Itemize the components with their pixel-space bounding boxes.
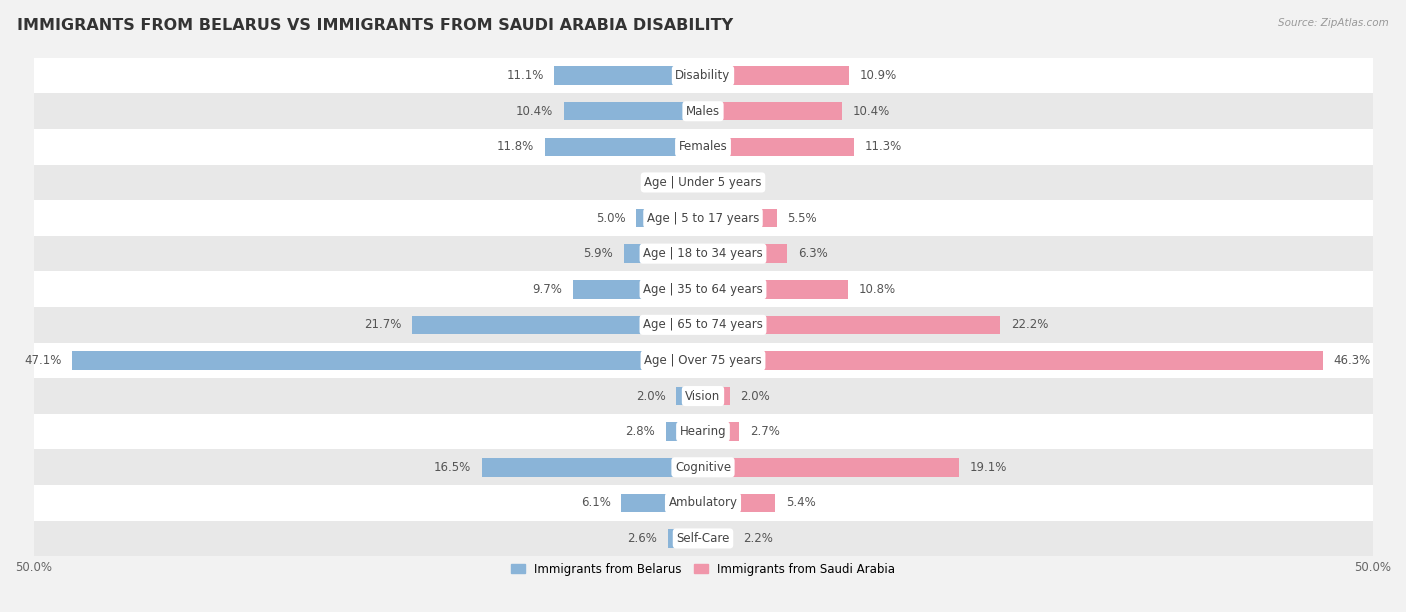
Text: Ambulatory: Ambulatory	[668, 496, 738, 509]
Bar	[34, 343, 1372, 378]
Text: Age | 5 to 17 years: Age | 5 to 17 years	[647, 212, 759, 225]
Text: 5.0%: 5.0%	[596, 212, 626, 225]
Text: 10.8%: 10.8%	[858, 283, 896, 296]
Bar	[34, 307, 1372, 343]
Legend: Immigrants from Belarus, Immigrants from Saudi Arabia: Immigrants from Belarus, Immigrants from…	[506, 558, 900, 580]
Text: 2.2%: 2.2%	[744, 532, 773, 545]
Text: Hearing: Hearing	[679, 425, 727, 438]
Bar	[703, 316, 1000, 334]
Bar	[621, 494, 703, 512]
Bar	[668, 529, 703, 548]
Text: 9.7%: 9.7%	[533, 283, 562, 296]
Bar	[703, 244, 787, 263]
Bar	[624, 244, 703, 263]
Bar	[34, 94, 1372, 129]
Bar	[34, 449, 1372, 485]
Bar	[34, 414, 1372, 449]
Text: 1.2%: 1.2%	[730, 176, 759, 189]
Text: 11.3%: 11.3%	[865, 140, 903, 154]
Text: 5.5%: 5.5%	[787, 212, 817, 225]
Bar	[665, 422, 703, 441]
Bar	[703, 66, 849, 85]
Bar	[34, 272, 1372, 307]
Bar	[34, 236, 1372, 272]
Bar	[34, 378, 1372, 414]
Text: Vision: Vision	[685, 390, 721, 403]
Text: IMMIGRANTS FROM BELARUS VS IMMIGRANTS FROM SAUDI ARABIA DISABILITY: IMMIGRANTS FROM BELARUS VS IMMIGRANTS FR…	[17, 18, 733, 34]
Bar	[703, 387, 730, 405]
Text: 11.8%: 11.8%	[498, 140, 534, 154]
Bar	[703, 529, 733, 548]
Text: 1.0%: 1.0%	[650, 176, 679, 189]
Bar	[689, 173, 703, 192]
Text: 2.0%: 2.0%	[636, 390, 665, 403]
Bar	[703, 458, 959, 477]
Text: Disability: Disability	[675, 69, 731, 82]
Text: Age | 18 to 34 years: Age | 18 to 34 years	[643, 247, 763, 260]
Bar	[564, 102, 703, 121]
Bar	[546, 138, 703, 156]
Bar	[482, 458, 703, 477]
Bar	[34, 58, 1372, 94]
Text: 46.3%: 46.3%	[1334, 354, 1371, 367]
Text: 2.0%: 2.0%	[741, 390, 770, 403]
Bar	[703, 494, 775, 512]
Text: 10.4%: 10.4%	[853, 105, 890, 118]
Text: Cognitive: Cognitive	[675, 461, 731, 474]
Text: Males: Males	[686, 105, 720, 118]
Text: Age | 65 to 74 years: Age | 65 to 74 years	[643, 318, 763, 331]
Text: 5.9%: 5.9%	[583, 247, 613, 260]
Bar	[636, 209, 703, 227]
Text: 6.1%: 6.1%	[581, 496, 610, 509]
Bar	[574, 280, 703, 299]
Text: Self-Care: Self-Care	[676, 532, 730, 545]
Text: 11.1%: 11.1%	[506, 69, 544, 82]
Text: Source: ZipAtlas.com: Source: ZipAtlas.com	[1278, 18, 1389, 28]
Text: 19.1%: 19.1%	[970, 461, 1007, 474]
Text: 2.7%: 2.7%	[749, 425, 780, 438]
Text: 22.2%: 22.2%	[1011, 318, 1049, 331]
Bar	[34, 165, 1372, 200]
Text: 5.4%: 5.4%	[786, 496, 815, 509]
Bar	[34, 521, 1372, 556]
Bar	[676, 387, 703, 405]
Text: Age | 35 to 64 years: Age | 35 to 64 years	[643, 283, 763, 296]
Text: 10.9%: 10.9%	[859, 69, 897, 82]
Text: 47.1%: 47.1%	[24, 354, 62, 367]
Text: Age | Over 75 years: Age | Over 75 years	[644, 354, 762, 367]
Text: 2.8%: 2.8%	[626, 425, 655, 438]
Text: Age | Under 5 years: Age | Under 5 years	[644, 176, 762, 189]
Bar	[34, 200, 1372, 236]
Text: 6.3%: 6.3%	[799, 247, 828, 260]
Bar	[34, 485, 1372, 521]
Text: 16.5%: 16.5%	[434, 461, 471, 474]
Bar	[703, 173, 718, 192]
Text: 10.4%: 10.4%	[516, 105, 553, 118]
Bar	[703, 422, 740, 441]
Text: 2.6%: 2.6%	[627, 532, 658, 545]
Bar	[412, 316, 703, 334]
Text: 21.7%: 21.7%	[364, 318, 402, 331]
Bar	[34, 129, 1372, 165]
Bar	[703, 102, 842, 121]
Text: Females: Females	[679, 140, 727, 154]
Bar	[72, 351, 703, 370]
Bar	[703, 209, 776, 227]
Bar	[554, 66, 703, 85]
Bar	[703, 280, 848, 299]
Bar	[703, 138, 855, 156]
Bar	[703, 351, 1323, 370]
